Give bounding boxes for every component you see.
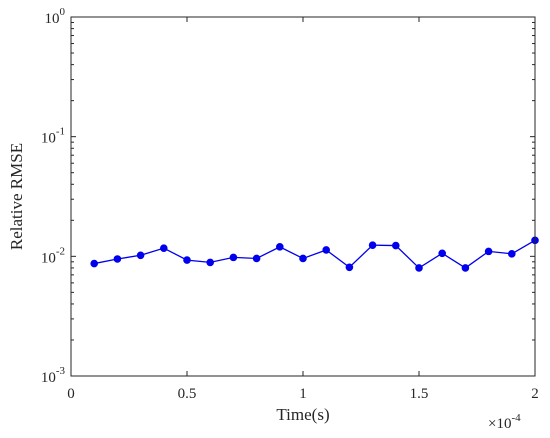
x-axis-label: Time(s) bbox=[276, 405, 329, 424]
data-point bbox=[438, 249, 447, 258]
y-tick-base: 10 bbox=[45, 11, 60, 27]
x-multiplier-base: ×10 bbox=[488, 416, 511, 432]
data-point bbox=[183, 256, 191, 264]
data-point bbox=[252, 254, 261, 263]
data-point bbox=[415, 264, 423, 272]
y-tick-exponent: -2 bbox=[56, 245, 65, 257]
data-point bbox=[206, 258, 214, 267]
data-point bbox=[322, 246, 331, 254]
plot-frame bbox=[70, 16, 536, 377]
x-tick-label: 0 bbox=[67, 386, 75, 402]
y-tick-label: 10-2 bbox=[41, 245, 65, 266]
y-tick-base: 10 bbox=[41, 131, 56, 147]
y-tick-base: 10 bbox=[41, 370, 56, 386]
data-point bbox=[508, 249, 516, 258]
y-tick-label: 10-3 bbox=[41, 365, 66, 386]
data-point bbox=[345, 263, 354, 272]
series-line bbox=[94, 239, 536, 269]
data-point bbox=[299, 254, 307, 263]
data-point bbox=[229, 253, 238, 262]
x-tick-label: 2 bbox=[531, 386, 539, 402]
x-tick-label: 1.5 bbox=[410, 386, 429, 402]
series-layer bbox=[90, 236, 539, 272]
data-point bbox=[113, 255, 122, 263]
data-point bbox=[276, 243, 284, 251]
data-point bbox=[90, 259, 98, 268]
y-axis-label: Relative RMSE bbox=[7, 143, 26, 250]
data-point bbox=[484, 247, 493, 256]
x-multiplier-exponent: -4 bbox=[511, 412, 521, 424]
data-point bbox=[160, 244, 168, 252]
data-point bbox=[368, 241, 377, 249]
y-tick-exponent: -1 bbox=[56, 126, 65, 138]
x-multiplier-label: ×10-4 bbox=[488, 412, 521, 432]
data-point bbox=[136, 251, 145, 260]
y-tick-exponent: -3 bbox=[56, 365, 66, 377]
y-tick-label: 100 bbox=[45, 6, 66, 27]
data-point bbox=[392, 241, 400, 250]
y-tick-label: 10-1 bbox=[41, 126, 65, 147]
data-point bbox=[461, 264, 470, 272]
labels-layer: Time(s) Relative RMSE ×10-4 bbox=[7, 143, 521, 432]
x-tick-label: 1 bbox=[299, 386, 307, 402]
y-tick-base: 10 bbox=[41, 250, 56, 266]
y-tick-exponent: 0 bbox=[60, 6, 66, 18]
x-tick-label: 0.5 bbox=[178, 386, 197, 402]
